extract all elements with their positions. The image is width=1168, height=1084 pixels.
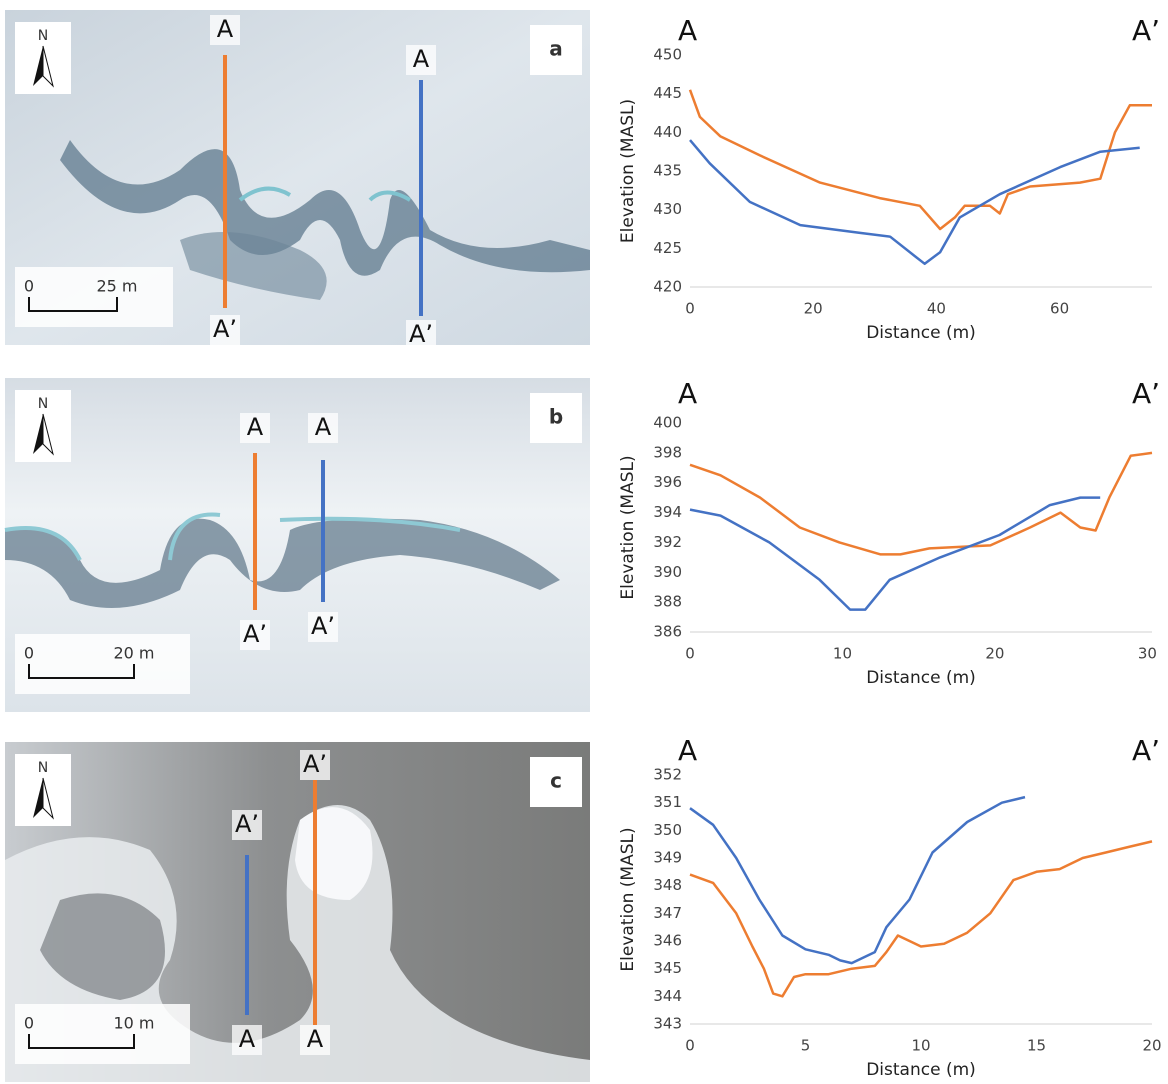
x-tick-label: 10 xyxy=(833,645,852,663)
profile-end-label: A’ xyxy=(1132,14,1160,47)
y-tick-label: 345 xyxy=(653,959,682,977)
x-axis-title: Distance (m) xyxy=(866,668,976,688)
y-tick-label: 398 xyxy=(653,443,682,461)
y-tick-label: 390 xyxy=(653,563,682,581)
scale-start: 0 xyxy=(24,1014,34,1033)
x-axis-title: Distance (m) xyxy=(866,323,976,343)
y-tick-label: 386 xyxy=(653,623,682,641)
y-tick-label: 349 xyxy=(653,849,682,867)
y-tick-label: 394 xyxy=(653,503,682,521)
profile-start-label: A xyxy=(678,377,697,410)
y-tick-label: 351 xyxy=(653,793,682,811)
x-tick-label: 20 xyxy=(1142,1037,1161,1055)
x-axis-title: Distance (m) xyxy=(866,1060,976,1080)
scale-end: 25 m xyxy=(96,277,137,296)
transect-bottom-label: A xyxy=(239,1025,256,1053)
y-axis-title: Elevation (MASL) xyxy=(618,827,638,971)
x-tick-label: 40 xyxy=(927,300,946,318)
transect-bottom-label: A’ xyxy=(409,320,433,348)
north-label: N xyxy=(38,28,48,44)
figure: Na025 mAA’AA’Nb020 mAA’AA’Nc010 mA’AA’A4… xyxy=(0,0,1168,1084)
x-tick-label: 20 xyxy=(804,300,823,318)
scale-box xyxy=(15,634,190,694)
profile-line xyxy=(690,140,1140,264)
scale-box xyxy=(15,267,173,327)
scale-box xyxy=(15,1004,190,1064)
transect-bottom-label: A’ xyxy=(311,612,335,640)
panel-label: a xyxy=(549,37,563,61)
y-tick-label: 430 xyxy=(653,200,682,218)
panel-label: b xyxy=(549,405,563,429)
y-tick-label: 425 xyxy=(653,239,682,257)
x-tick-label: 20 xyxy=(985,645,1004,663)
y-tick-label: 352 xyxy=(653,766,682,784)
x-tick-label: 30 xyxy=(1138,645,1157,663)
y-tick-label: 440 xyxy=(653,123,682,141)
scale-start: 0 xyxy=(24,644,34,663)
y-tick-label: 350 xyxy=(653,821,682,839)
profile-end-label: A’ xyxy=(1132,377,1160,410)
x-tick-label: 0 xyxy=(685,300,695,318)
transect-top-label: A xyxy=(413,45,430,73)
y-tick-label: 400 xyxy=(653,414,682,432)
y-tick-label: 450 xyxy=(653,46,682,64)
x-tick-label: 15 xyxy=(1027,1037,1046,1055)
y-tick-label: 435 xyxy=(653,162,682,180)
transect-top-label: A’ xyxy=(235,810,259,838)
x-tick-label: 0 xyxy=(685,1037,695,1055)
transect-bottom-label: A xyxy=(307,1025,324,1053)
transect-top-label: A xyxy=(315,413,332,441)
scale-end: 20 m xyxy=(113,644,154,663)
y-tick-label: 445 xyxy=(653,84,682,102)
y-tick-label: 347 xyxy=(653,904,682,922)
profile-line xyxy=(690,797,1025,963)
panel-label: c xyxy=(550,769,562,793)
transect-top-label: A’ xyxy=(303,750,327,778)
north-label: N xyxy=(38,760,48,776)
profile-line xyxy=(690,841,1152,996)
x-tick-label: 10 xyxy=(911,1037,930,1055)
y-axis-title: Elevation (MASL) xyxy=(618,99,638,243)
transect-top-label: A xyxy=(217,15,234,43)
y-tick-label: 348 xyxy=(653,876,682,894)
y-axis-title: Elevation (MASL) xyxy=(618,455,638,599)
profile-line xyxy=(690,453,1152,555)
scale-end: 10 m xyxy=(113,1014,154,1033)
y-tick-label: 343 xyxy=(653,1015,682,1033)
y-tick-label: 420 xyxy=(653,278,682,296)
y-tick-label: 392 xyxy=(653,533,682,551)
x-tick-label: 60 xyxy=(1050,300,1069,318)
transect-top-label: A xyxy=(247,413,264,441)
y-tick-label: 346 xyxy=(653,932,682,950)
profile-start-label: A xyxy=(678,14,697,47)
north-label: N xyxy=(38,396,48,412)
transect-bottom-label: A’ xyxy=(213,315,237,343)
transect-bottom-label: A’ xyxy=(243,620,267,648)
profile-end-label: A’ xyxy=(1132,734,1160,767)
profile-start-label: A xyxy=(678,734,697,767)
y-tick-label: 396 xyxy=(653,473,682,491)
y-tick-label: 388 xyxy=(653,593,682,611)
x-tick-label: 5 xyxy=(801,1037,811,1055)
scale-start: 0 xyxy=(24,277,34,296)
y-tick-label: 344 xyxy=(653,987,682,1005)
x-tick-label: 0 xyxy=(685,645,695,663)
